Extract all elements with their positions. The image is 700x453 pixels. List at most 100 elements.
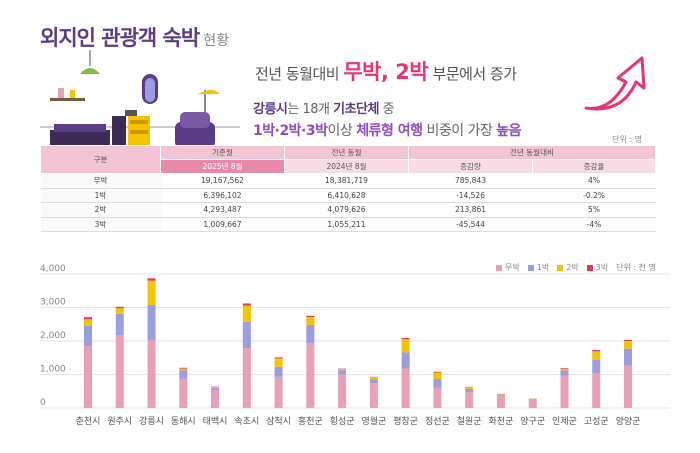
bar-segment-1 — [369, 383, 378, 408]
bar-segment-1 — [465, 392, 474, 408]
table-row: 2박 4,293,487 4,079,626 213,861 5% — [40, 202, 656, 218]
row-prev: 4,079,626 — [284, 202, 409, 218]
bar-segment-3 — [496, 394, 505, 395]
row-prev: 18,381,719 — [284, 173, 409, 189]
bar-segment-1 — [115, 334, 124, 408]
page-title-main: 외지인 관광객 숙박 — [40, 26, 200, 50]
bar-segment-4 — [147, 278, 156, 281]
stats-table: 구분 기준월 전년 동월 전년 동월대비 2025년 8월 2024년 8월 증… — [40, 145, 656, 232]
x-tick-label: 횡성군 — [330, 415, 355, 427]
bar-segment-1 — [624, 365, 632, 408]
bar-segment-2 — [274, 366, 283, 377]
bar-segment-3 — [338, 368, 347, 371]
legend-label-2bak: 2박 — [566, 263, 579, 272]
bar-segment-4 — [84, 317, 92, 320]
row-diff: -45,544 — [408, 217, 533, 232]
bar-segment-3 — [528, 398, 537, 400]
bar-segment-3 — [242, 305, 251, 322]
region-message: 강릉시는 18개 기초단체 중 — [253, 98, 395, 117]
bar-segment-1 — [496, 395, 505, 408]
row-base: 19,167,562 — [160, 173, 285, 189]
bar-segment-1 — [84, 346, 92, 408]
row-label: 무박 — [40, 173, 161, 189]
x-tick-label: 태백시 — [203, 416, 228, 427]
row-label: 3박 — [40, 217, 161, 232]
bar-segment-1 — [592, 373, 601, 408]
row-label: 2박 — [40, 202, 161, 218]
bar-segment-4 — [560, 368, 569, 369]
legend-swatch-1bak — [527, 264, 534, 271]
col-prev-header: 전년 동월 — [284, 145, 409, 160]
x-tick-label: 고성군 — [584, 416, 609, 427]
msg3-mid2: 비중이 가장 — [426, 123, 493, 139]
msg1-suffix: 부문에서 증가 — [432, 65, 518, 83]
legend-label-nobak: 무박 — [505, 263, 520, 272]
legend-label-3bak: 3박 — [595, 263, 609, 272]
x-tick-label: 양양군 — [616, 416, 641, 427]
bar-segment-4 — [401, 337, 410, 339]
legend-swatch-3bak — [586, 264, 593, 271]
chart-unit: 단위 : 천 명 — [616, 263, 656, 272]
bar-segment-2 — [624, 348, 632, 366]
bar-segment-2 — [147, 304, 156, 340]
bar-segment-1 — [242, 348, 251, 408]
x-tick-label: 철원군 — [457, 416, 482, 427]
msg3-bold1: 체류형 여행 — [356, 123, 423, 139]
bar-segment-3 — [369, 377, 378, 380]
x-tick-label: 홍천군 — [298, 415, 323, 427]
msg3-bold2: 높음 — [496, 123, 522, 139]
row-base: 6,396,102 — [160, 188, 285, 203]
page-title: 외지인 관광객 숙박 현황 — [40, 22, 229, 52]
stay-message: 1박·2박·3박이상 체류형 여행 비중이 가장 높음 — [253, 120, 522, 140]
legend-item-3bak: 3박 — [586, 262, 609, 273]
bar-segment-2 — [560, 370, 569, 376]
x-tick-label: 춘천시 — [76, 416, 101, 427]
bar-segment-1 — [274, 376, 283, 408]
bar-segment-2 — [338, 370, 347, 375]
table-row: 1박 6,396,102 6,410,628 -14,526 -0.2% — [40, 188, 656, 203]
x-tick-label: 양구군 — [520, 416, 545, 427]
bar-segment-2 — [528, 399, 537, 401]
row-diff: 213,861 — [408, 202, 533, 218]
x-tick-label: 동해시 — [171, 416, 196, 427]
bar-segment-1 — [306, 343, 315, 408]
bar-segment-4 — [433, 371, 442, 373]
chart-legend: 무박 1박 2박 3박 단위 : 천 명 — [496, 262, 656, 273]
x-tick-label: 인제군 — [552, 416, 577, 427]
bar-segment-4 — [179, 367, 188, 369]
bar-segment-1 — [211, 389, 220, 408]
row-diff: 785,843 — [408, 173, 533, 189]
x-tick-label: 영월군 — [361, 415, 386, 427]
msg3-mid: 이상 — [327, 123, 353, 139]
bar-segment-1 — [179, 378, 188, 408]
bedroom-illustration — [40, 50, 240, 148]
y-tick-label: 2,000 — [40, 331, 66, 341]
bar-segment-1 — [401, 368, 410, 408]
y-tick-label: 1,000 — [40, 365, 66, 375]
bar-segment-2 — [306, 324, 315, 344]
x-tick-label: 강릉시 — [139, 416, 164, 427]
y-tick-label: 0 — [40, 398, 46, 408]
bar-segment-3 — [401, 338, 410, 353]
y-tick-label: 3,000 — [40, 298, 66, 308]
bar-segment-2 — [433, 378, 442, 388]
stacked-bar-chart: 4,000 3,000 2,000 1,000 0 춘천시 원주시 강릉시 동해시 태백시 속초시 삼… — [40, 264, 670, 427]
bar-segment-2 — [242, 321, 251, 349]
bar-segment-3 — [274, 358, 283, 367]
bar-segment-3 — [211, 386, 220, 388]
bar-segment-2 — [592, 359, 601, 374]
sub-base-header: 2025년 8월 — [160, 159, 285, 174]
table-unit: 단위 : 명 — [612, 135, 642, 144]
bar-segment-2 — [115, 313, 124, 335]
legend-swatch-nobak — [496, 264, 502, 271]
row-base: 1,009,667 — [160, 217, 285, 232]
y-tick-label: 4,000 — [40, 264, 66, 274]
bar-segment-2 — [84, 325, 92, 347]
legend-label-1bak: 1박 — [536, 263, 550, 272]
table-row: 무박 19,167,562 18,381,719 785,843 4% — [40, 173, 656, 189]
bar-segment-1 — [528, 400, 537, 408]
msg2-suffix: 중 — [382, 102, 395, 117]
bar-segment-3 — [306, 317, 315, 325]
headline-message: 전년 동월대비 무박, 2박 부문에서 증가 — [255, 56, 517, 86]
msg2-mid: 는 18개 — [287, 102, 330, 117]
